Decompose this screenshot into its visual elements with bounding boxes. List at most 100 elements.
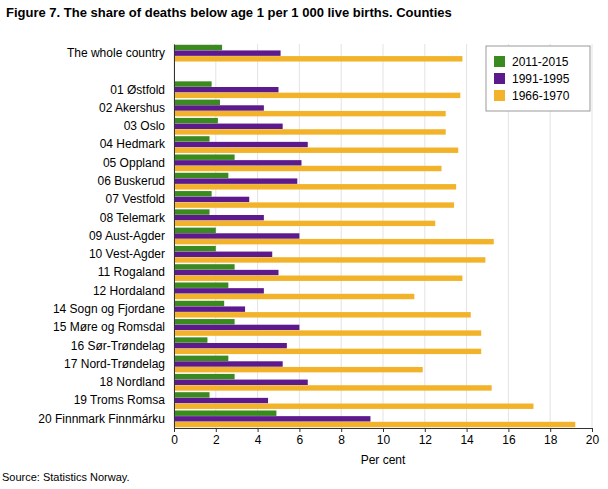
grid-line — [174, 44, 175, 428]
y-tick: 05 Oppland — [103, 156, 174, 170]
grid-line — [466, 44, 467, 428]
x-tick: 18 — [544, 428, 558, 447]
bar — [174, 56, 462, 61]
bar — [174, 148, 458, 153]
bar — [174, 191, 212, 196]
bar — [174, 422, 575, 427]
bar — [174, 215, 264, 220]
bar — [174, 282, 228, 287]
bar — [174, 87, 279, 92]
bar — [174, 330, 481, 335]
y-tick: 02 Akershus — [99, 101, 174, 115]
x-tick-mark — [550, 428, 551, 432]
y-tick: 11 Rogaland — [98, 265, 174, 279]
y-tick-label: 14 Sogn og Fjordane — [53, 302, 165, 316]
bar — [174, 398, 268, 403]
x-axis-line — [175, 429, 593, 433]
bar — [174, 257, 485, 262]
legend-label: 1966-1970 — [512, 89, 570, 103]
y-tick: 20 Finnmark Finnmárku — [38, 412, 174, 426]
x-tick-mark — [467, 428, 468, 432]
bar — [174, 356, 228, 361]
grid-line — [592, 44, 593, 428]
x-tick-mark — [174, 428, 175, 432]
y-axis: The whole country01 Østfold02 Akershus03… — [38, 45, 174, 429]
y-tick: 08 Telemark — [100, 211, 174, 225]
source: Source: Statistics Norway. — [2, 471, 130, 483]
bar — [174, 270, 279, 275]
legend-swatch — [494, 73, 505, 84]
bar — [174, 118, 218, 123]
x-axis-title: Per cent — [361, 453, 406, 467]
bar — [174, 178, 297, 183]
grid — [174, 44, 592, 428]
legend: 2011-20151991-19951966-1970 — [486, 46, 590, 111]
bar — [174, 105, 264, 110]
y-tick: 19 Troms Romsa — [74, 393, 174, 407]
x-tick-mark — [508, 428, 509, 432]
bar — [174, 337, 207, 342]
y-tick-label: 16 Sør-Trøndelag — [71, 339, 165, 353]
chart: Figure 7. The share of deaths below age … — [0, 0, 608, 489]
x-tick-mark — [341, 428, 342, 432]
bar — [174, 385, 492, 390]
chart-title: Figure 7. The share of deaths below age … — [6, 5, 452, 20]
bar — [174, 301, 224, 306]
bar — [174, 111, 446, 116]
bar — [174, 136, 210, 141]
y-tick: 17 Nord-Trøndelag — [64, 357, 174, 371]
y-tick-label: 17 Nord-Trøndelag — [64, 357, 165, 371]
x-tick: 20 — [586, 428, 600, 447]
bar — [174, 239, 494, 244]
bar — [174, 209, 210, 214]
bar — [174, 319, 235, 324]
bar — [174, 416, 370, 421]
x-tick: 12 — [419, 428, 433, 447]
x-tick-label: 18 — [544, 433, 558, 447]
bar — [174, 81, 212, 86]
x-tick-label: 10 — [377, 433, 391, 447]
x-tick: 16 — [502, 428, 516, 447]
y-tick-label: 05 Oppland — [103, 156, 165, 170]
bar — [174, 264, 235, 269]
x-tick-mark — [592, 428, 593, 432]
y-tick-label: 18 Nordland — [100, 375, 165, 389]
x-tick-mark — [383, 428, 384, 432]
bar — [174, 160, 301, 165]
bar — [174, 124, 283, 129]
y-tick: 15 Møre og Romsdal — [53, 320, 174, 334]
bar — [174, 288, 264, 293]
y-tick-label: 09 Aust-Agder — [89, 229, 165, 243]
y-tick-label: 12 Hordaland — [93, 284, 165, 298]
y-tick: 09 Aust-Agder — [89, 229, 174, 243]
y-tick-label: 02 Akershus — [99, 101, 165, 115]
legend-label: 2011-2015 — [512, 55, 569, 69]
bar — [174, 100, 220, 105]
x-tick-label: 12 — [419, 433, 433, 447]
bar — [174, 367, 423, 372]
x-tick-mark — [425, 428, 426, 432]
x-tick-label: 14 — [460, 433, 474, 447]
x-tick-label: 20 — [586, 433, 600, 447]
bar — [174, 380, 308, 385]
y-axis-line — [174, 45, 175, 429]
y-tick-label: 08 Telemark — [100, 211, 166, 225]
legend-swatch — [494, 56, 505, 67]
bar — [174, 294, 414, 299]
x-tick: 14 — [460, 428, 474, 447]
bar — [174, 166, 442, 171]
bar — [174, 374, 235, 379]
x-tick: 2 — [213, 428, 220, 447]
bar — [174, 233, 299, 238]
y-tick: 01 Østfold — [110, 83, 174, 97]
x-tick: 0 — [171, 428, 178, 447]
bar — [174, 197, 249, 202]
y-tick: 12 Hordaland — [93, 284, 174, 298]
x-tick: 6 — [297, 428, 304, 447]
y-tick: 10 Vest-Agder — [89, 247, 174, 261]
bar — [174, 392, 210, 397]
y-tick: The whole country — [67, 46, 174, 60]
y-tick-label: The whole country — [67, 46, 165, 60]
bar — [174, 228, 216, 233]
y-tick: 14 Sogn og Fjordane — [53, 302, 174, 316]
